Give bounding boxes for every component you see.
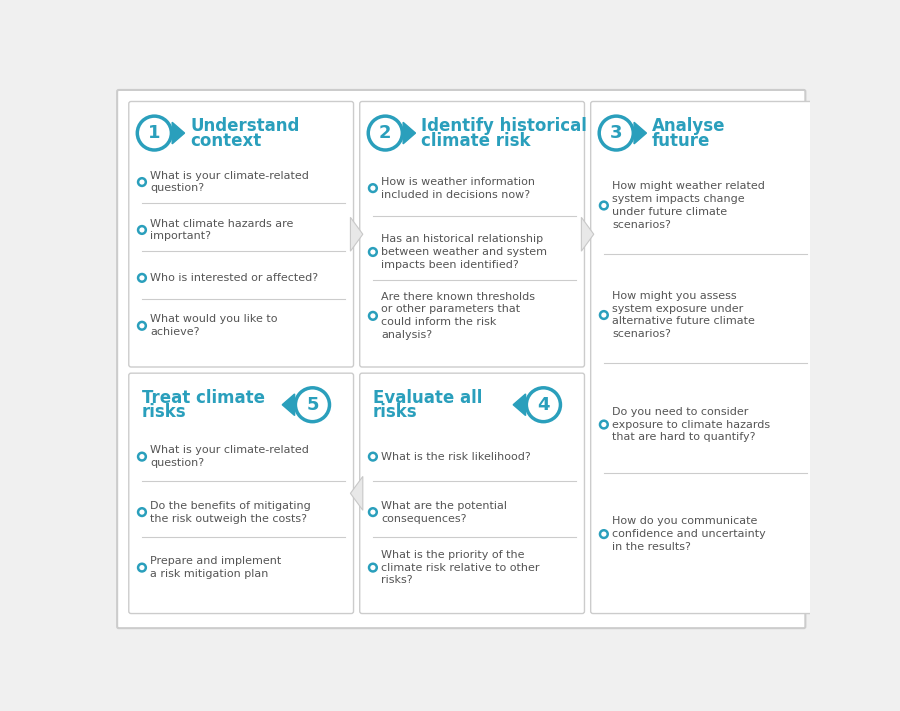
Text: climate risk: climate risk [421,132,530,150]
Text: What is your climate-related
question?: What is your climate-related question? [150,445,310,468]
Text: Who is interested or affected?: Who is interested or affected? [150,273,319,283]
Text: What would you like to
achieve?: What would you like to achieve? [150,314,278,337]
Text: Has an historical relationship
between weather and system
impacts been identifie: Has an historical relationship between w… [382,234,547,269]
Text: context: context [190,132,261,150]
Circle shape [599,116,634,150]
Text: How do you communicate
confidence and uncertainty
in the results?: How do you communicate confidence and un… [612,516,766,552]
Circle shape [600,202,608,209]
Text: Evaluate all: Evaluate all [373,389,482,407]
FancyBboxPatch shape [360,102,584,367]
Text: 3: 3 [610,124,623,142]
Circle shape [138,453,146,461]
Circle shape [138,226,146,234]
Circle shape [600,530,608,538]
Circle shape [138,178,146,186]
Polygon shape [403,122,416,144]
Circle shape [368,116,402,150]
Text: How is weather information
included in decisions now?: How is weather information included in d… [382,177,536,200]
Circle shape [526,387,561,422]
FancyBboxPatch shape [129,373,354,614]
Polygon shape [350,476,363,510]
Circle shape [369,184,377,192]
Polygon shape [513,394,526,415]
Text: 2: 2 [379,124,392,142]
Circle shape [138,274,146,282]
Polygon shape [350,218,363,251]
Text: risks: risks [142,403,186,422]
Circle shape [138,564,146,572]
Text: Understand: Understand [190,117,300,135]
FancyBboxPatch shape [590,102,815,614]
Circle shape [138,508,146,516]
Text: 1: 1 [148,124,160,142]
Circle shape [138,116,171,150]
Text: risks: risks [373,403,418,422]
Text: Do the benefits of mitigating
the risk outweigh the costs?: Do the benefits of mitigating the risk o… [150,501,311,523]
Text: 4: 4 [537,396,550,414]
Text: future: future [652,132,710,150]
Text: What is the risk likelihood?: What is the risk likelihood? [382,451,531,461]
Text: How might weather related
system impacts change
under future climate
scenarios?: How might weather related system impacts… [612,181,765,230]
Polygon shape [634,122,646,144]
Polygon shape [283,394,294,415]
Circle shape [369,248,377,256]
Circle shape [369,564,377,572]
Text: How might you assess
system exposure under
alternative future climate
scenarios?: How might you assess system exposure und… [612,291,755,339]
Text: Do you need to consider
exposure to climate hazards
that are hard to quantify?: Do you need to consider exposure to clim… [612,407,770,442]
Circle shape [369,508,377,516]
Circle shape [295,387,329,422]
Circle shape [369,453,377,461]
Text: Treat climate: Treat climate [142,389,265,407]
Text: What are the potential
consequences?: What are the potential consequences? [382,501,508,523]
Text: 5: 5 [306,396,319,414]
Text: Prepare and implement
a risk mitigation plan: Prepare and implement a risk mitigation … [150,556,282,579]
FancyBboxPatch shape [129,102,354,367]
Text: Analyse: Analyse [652,117,725,135]
Circle shape [600,421,608,429]
Circle shape [600,311,608,319]
Text: What is the priority of the
climate risk relative to other
risks?: What is the priority of the climate risk… [382,550,540,585]
Circle shape [138,322,146,330]
Polygon shape [581,218,594,251]
Text: What is your climate-related
question?: What is your climate-related question? [150,171,310,193]
Text: What climate hazards are
important?: What climate hazards are important? [150,218,293,241]
FancyBboxPatch shape [360,373,584,614]
Text: Identify historical: Identify historical [421,117,587,135]
FancyBboxPatch shape [117,90,806,629]
Text: Are there known thresholds
or other parameters that
could inform the risk
analys: Are there known thresholds or other para… [382,292,536,340]
Circle shape [369,312,377,320]
Polygon shape [172,122,184,144]
